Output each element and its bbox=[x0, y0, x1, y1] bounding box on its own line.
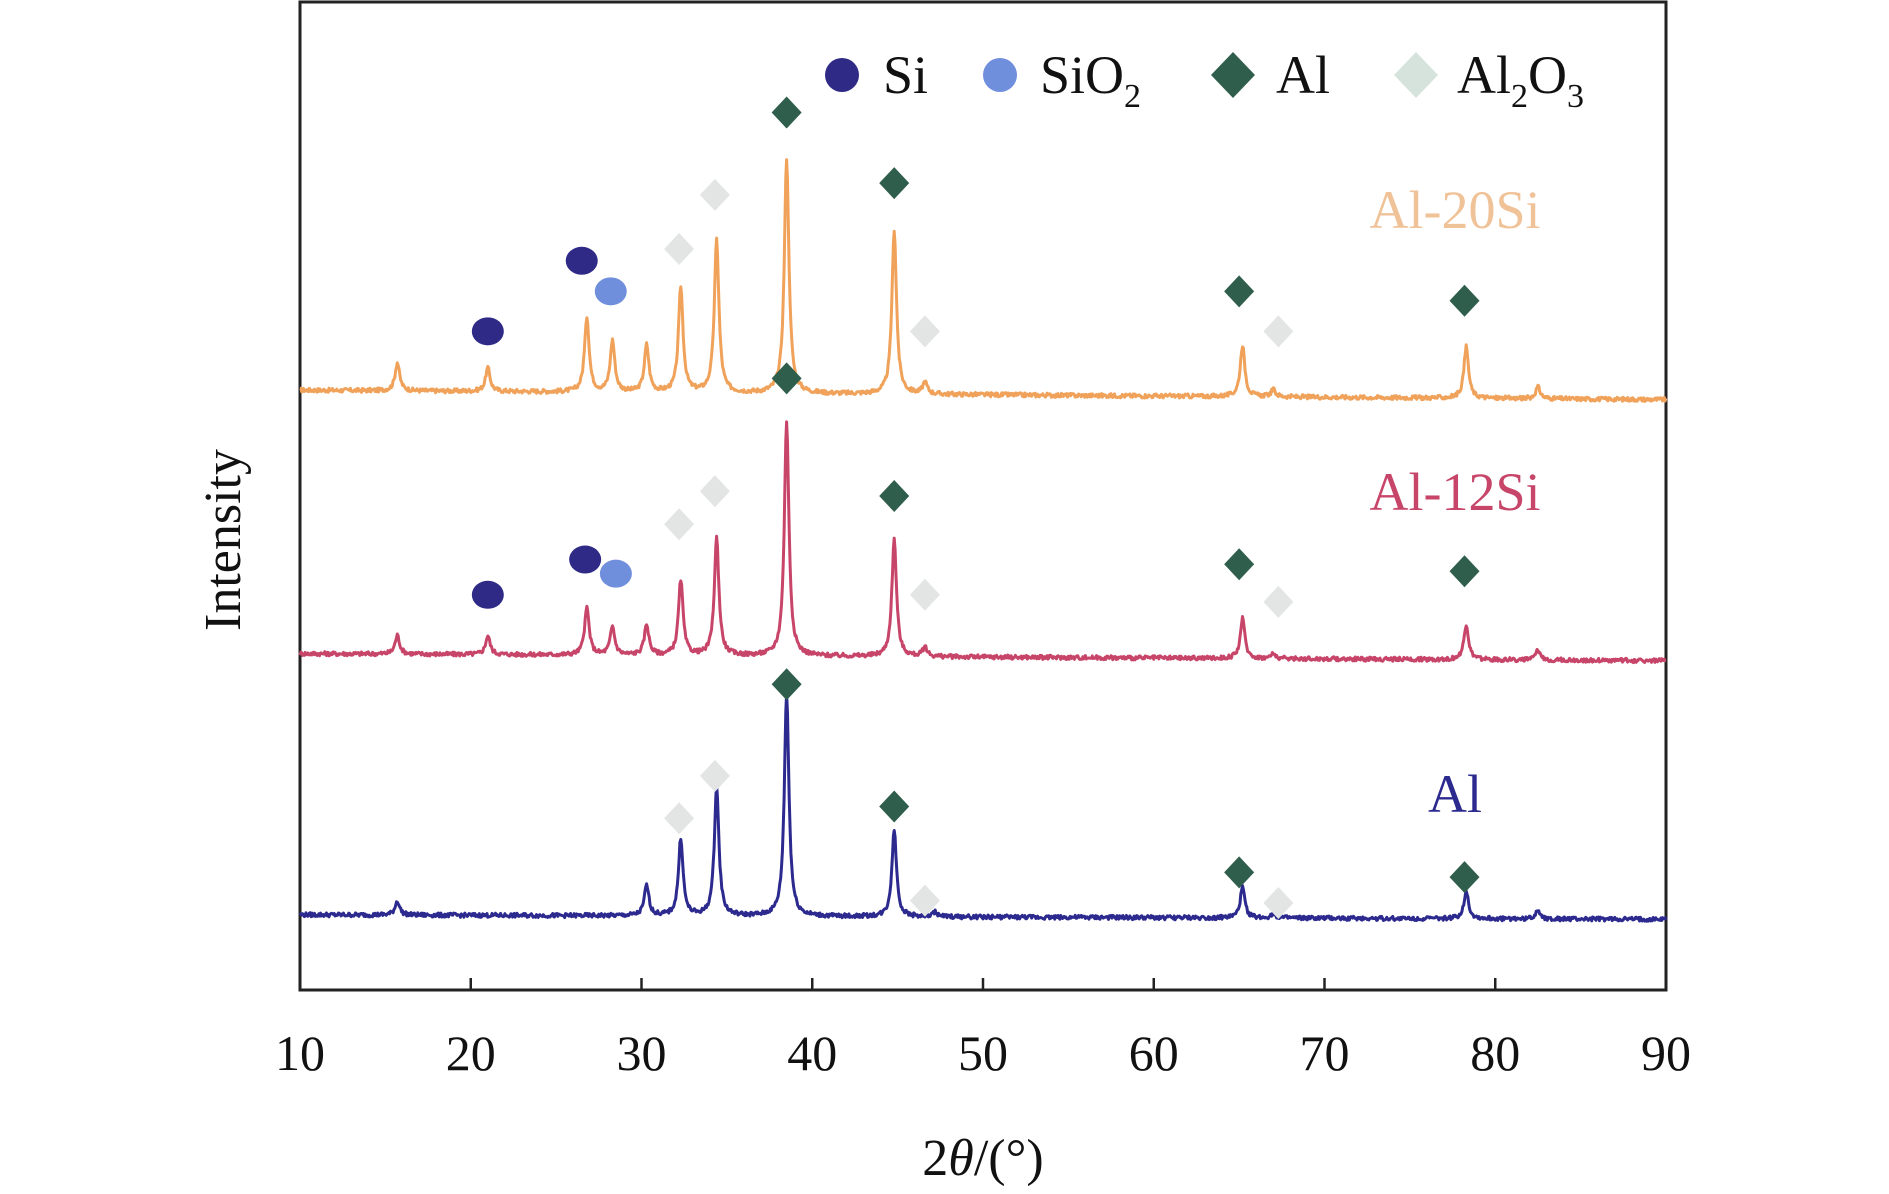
legend-label-sio2: SiO2 bbox=[1040, 45, 1141, 115]
series-label-al: Al bbox=[1428, 764, 1482, 824]
phase-marker-si-al-20si-0 bbox=[471, 317, 504, 346]
phase-marker-si-al-12si-0 bbox=[471, 580, 504, 609]
x-tick-label-20: 20 bbox=[446, 1025, 496, 1081]
x-axis-title-suffix: /(°) bbox=[974, 1130, 1044, 1187]
marker-layer bbox=[471, 96, 1480, 919]
x-axis-title-theta: θ bbox=[948, 1130, 974, 1187]
x-tick-label-70: 70 bbox=[1300, 1025, 1350, 1081]
legend-label-al2o3-base: Al bbox=[1457, 45, 1511, 105]
phase-marker-al2o3-al-20si-4 bbox=[699, 178, 730, 211]
legend-label-sio2-base: SiO bbox=[1040, 45, 1124, 105]
phase-marker-al2o3-al-12si-7 bbox=[909, 578, 940, 611]
legend-label-sio2-sub: 2 bbox=[1124, 78, 1141, 115]
phase-marker-al2o3-al-12si-4 bbox=[699, 475, 730, 508]
legend-label-al: Al bbox=[1276, 45, 1330, 105]
phase-marker-al2o3-al-1 bbox=[699, 759, 730, 792]
x-axis-title: 2θ/(°) bbox=[922, 1130, 1043, 1187]
phase-marker-al2o3-al-6 bbox=[1263, 886, 1294, 919]
phase-marker-al-al-20si-6 bbox=[879, 167, 910, 200]
series-layer bbox=[298, 158, 1668, 923]
x-axis-title-prefix: 2 bbox=[922, 1130, 948, 1187]
y-axis-title: Intensity bbox=[195, 449, 252, 631]
phase-marker-al-al-2 bbox=[771, 668, 802, 701]
series-label-al-12si: Al-12Si bbox=[1369, 462, 1540, 522]
phase-marker-al2o3-al-20si-9 bbox=[1263, 315, 1294, 348]
x-axis: 10 20 30 40 50 60 70 80 90 bbox=[275, 978, 1691, 1081]
legend-marker-al2o3 bbox=[1394, 52, 1438, 98]
phase-marker-al-al-20si-5 bbox=[771, 96, 802, 129]
phase-marker-al-al-7 bbox=[1449, 861, 1480, 894]
phase-marker-al2o3-al-20si-3 bbox=[664, 233, 695, 265]
x-tick-label-50: 50 bbox=[958, 1025, 1008, 1081]
legend-marker-al bbox=[1211, 52, 1255, 98]
phase-marker-sio2-al-20si-2 bbox=[594, 277, 627, 306]
phase-marker-al2o3-al-12si-9 bbox=[1263, 585, 1294, 618]
legend-marker-sio2 bbox=[983, 58, 1017, 92]
x-tick-label-60: 60 bbox=[1129, 1025, 1179, 1081]
x-tick-label-10: 10 bbox=[275, 1025, 325, 1081]
phase-marker-sio2-al-12si-2 bbox=[599, 559, 632, 588]
phase-marker-al2o3-al-12si-3 bbox=[664, 508, 695, 541]
phase-marker-al-al-3 bbox=[879, 790, 910, 823]
legend-label-al2o3: Al2O3 bbox=[1457, 45, 1584, 115]
x-tick-label-30: 30 bbox=[617, 1025, 667, 1081]
phase-marker-si-al-12si-1 bbox=[569, 545, 602, 574]
legend-label-al2o3-base2: O bbox=[1528, 45, 1567, 105]
legend: Si SiO2 Al Al2O3 bbox=[825, 45, 1584, 115]
series-line-al-12si bbox=[298, 420, 1667, 665]
phase-marker-al-al-12si-10 bbox=[1449, 555, 1480, 588]
phase-marker-al-al-5 bbox=[1224, 856, 1255, 889]
phase-marker-al-al-12si-8 bbox=[1224, 548, 1255, 581]
phase-marker-al2o3-al-20si-7 bbox=[909, 315, 940, 348]
phase-marker-al2o3-al-0 bbox=[664, 802, 695, 835]
phase-marker-al-al-20si-8 bbox=[1224, 275, 1255, 308]
phase-marker-al-al-12si-6 bbox=[879, 480, 910, 512]
series-line-al bbox=[298, 691, 1668, 923]
phase-marker-al2o3-al-4 bbox=[909, 884, 940, 917]
phase-marker-al-al-20si-10 bbox=[1449, 284, 1480, 317]
series-line-al-20si bbox=[299, 158, 1668, 403]
x-tick-label-40: 40 bbox=[787, 1025, 837, 1081]
x-tick-label-90: 90 bbox=[1641, 1025, 1691, 1081]
phase-marker-si-al-20si-1 bbox=[565, 246, 598, 275]
x-tick-label-80: 80 bbox=[1470, 1025, 1520, 1081]
legend-marker-si bbox=[825, 58, 859, 92]
legend-label-si: Si bbox=[883, 45, 928, 105]
legend-label-al2o3-sub: 2 bbox=[1511, 78, 1528, 115]
phase-marker-al-al-12si-5 bbox=[771, 362, 802, 395]
legend-label-al2o3-sub2: 3 bbox=[1567, 78, 1584, 115]
series-label-al-20si: Al-20Si bbox=[1369, 180, 1540, 240]
